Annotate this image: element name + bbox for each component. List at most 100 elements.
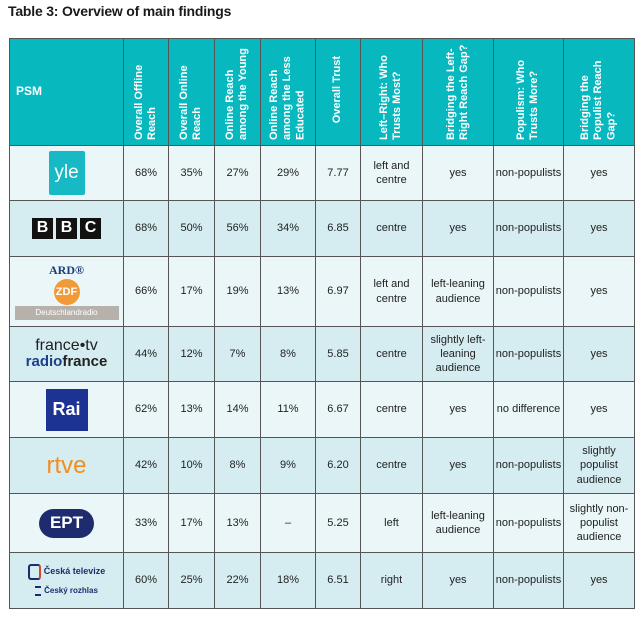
header-label: Populism: Who Trusts More? <box>515 59 541 140</box>
header-row: PSM Overall Offline Reach Overall Online… <box>9 38 635 146</box>
table-cell: 11% <box>260 381 316 438</box>
bbc-letter: C <box>80 218 101 239</box>
table-cell: 10% <box>168 437 215 494</box>
header-online-less-educated: Online Reach among the Less Educated <box>260 38 316 146</box>
table-cell: non-populists <box>493 493 564 553</box>
table-row: rtve 42% 10% 8% 9% 6.20 centre yes non-populists… <box>9 437 635 494</box>
cr-icon <box>35 586 42 597</box>
table-cell: 56% <box>214 200 261 257</box>
ct-label: Česká televize <box>43 566 106 577</box>
ftv-logo: france•tv radiofrance <box>10 336 123 371</box>
table-cell: 8% <box>214 437 261 494</box>
zdf-logo-mark: ZDF <box>53 279 80 306</box>
table-cell: 17% <box>168 256 215 327</box>
header-online-reach: Overall Online Reach <box>168 38 215 146</box>
radiofrance-part: france <box>62 352 108 370</box>
header-label: Online Reach among the Less Educated <box>268 56 307 140</box>
psm-logo-cell: EPT <box>9 493 124 553</box>
table-cell: 33% <box>123 493 169 553</box>
header-label: Left–Right: Who Trusts Most? <box>378 54 404 140</box>
table-cell: 42% <box>123 437 169 494</box>
ct-icon <box>27 564 41 581</box>
table-row: Rai 62% 13% 14% 11% 6.67 centre yes no differenc… <box>9 381 635 438</box>
ceska-televize-logo: Česká televize <box>27 564 106 581</box>
table-cell: 44% <box>123 326 169 382</box>
header-bridging-populist: Bridging the Populist Reach Gap? <box>563 38 635 146</box>
table-row: Česká televize Český rozhlas 60% 25% 22% 18% 6… <box>9 552 635 609</box>
table-cell: yes <box>563 381 635 438</box>
table-cell: 7% <box>214 326 261 382</box>
table-cell: 17% <box>168 493 215 553</box>
table-cell: 34% <box>260 200 316 257</box>
header-label: Overall Online Reach <box>178 65 204 140</box>
header-label: Online Reach among the Young <box>224 47 250 140</box>
table-cell: yes <box>422 552 494 609</box>
rai-logo-mark: Rai <box>45 388 88 431</box>
table-cell: non-populists <box>493 200 564 257</box>
table-cell: 8% <box>260 326 316 382</box>
table-title: Table 3: Overview of main findings <box>8 3 232 19</box>
header-label: Bridging the Left-Right Reach Gap? <box>444 44 470 140</box>
francetv-logo-mark: france•tv <box>35 336 98 354</box>
psm-logo-cell: Rai <box>9 381 124 438</box>
table-cell: 6.51 <box>315 552 361 609</box>
table-cell: non-populists <box>493 552 564 609</box>
table-cell: non-populists <box>493 326 564 382</box>
table-cell: 6.97 <box>315 256 361 327</box>
table-cell: non-populists <box>493 145 564 201</box>
table-cell: 5.85 <box>315 326 361 382</box>
table-cell: centre <box>360 381 423 438</box>
table-cell: 68% <box>123 145 169 201</box>
header-label: Overall Trust <box>331 56 344 124</box>
table-cell: 66% <box>123 256 169 327</box>
header-overall-trust: Overall Trust <box>315 38 361 146</box>
table-cell: slightly non-populist audience <box>563 493 635 553</box>
radiofrance-logo-mark: radiofrance <box>26 352 108 371</box>
table-row: EPT 33% 17% 13% –5.25 left left-leaning audien… <box>9 493 635 553</box>
table-cell: yes <box>422 381 494 438</box>
header-label: Bridging the Populist Reach Gap? <box>579 60 618 140</box>
table-cell: non-populists <box>493 256 564 327</box>
table-cell: 9% <box>260 437 316 494</box>
rtve-logo: rtve <box>10 451 123 479</box>
table-row: B B C 68% 50% 56% 34% 6.85 centre yes non-populist… <box>9 200 635 257</box>
header-psm: PSM <box>9 38 124 146</box>
cr-label: Český rozhlas <box>44 586 98 596</box>
table-cell: 19% <box>214 256 261 327</box>
table-cell: 60% <box>123 552 169 609</box>
ct-logo: Česká televize Český rozhlas <box>10 564 123 597</box>
table-cell: 50% <box>168 200 215 257</box>
table-cell: 5.25 <box>315 493 361 553</box>
table-cell: 13% <box>260 256 316 327</box>
header-label: Overall Offline Reach <box>132 64 158 140</box>
table-cell: 35% <box>168 145 215 201</box>
table-cell: left-leaning audience <box>422 493 494 553</box>
table-cell: yes <box>422 200 494 257</box>
table-cell: 22% <box>214 552 261 609</box>
header-bridging-left-right: Bridging the Left-Right Reach Gap? <box>422 38 494 146</box>
table-cell: 6.85 <box>315 200 361 257</box>
table-cell: yes <box>563 326 635 382</box>
ept-logo-mark: EPT <box>39 508 94 538</box>
cesky-rozhlas-logo: Český rozhlas <box>35 586 98 597</box>
table-cell: yes <box>563 145 635 201</box>
table-cell: right <box>360 552 423 609</box>
table-cell: left and centre <box>360 145 423 201</box>
table-row: ARD® ZDF Deutschlandradio 66% 17% 19% 13% 6.97 l… <box>9 256 635 327</box>
psm-logo-cell: rtve <box>9 437 124 494</box>
table-cell: yes <box>422 145 494 201</box>
psm-logo-cell: yle <box>9 145 124 201</box>
table-cell: 6.67 <box>315 381 361 438</box>
table-cell: 27% <box>214 145 261 201</box>
table-row: yle 68% 35% 27% 29% 7.77 left and centre yes non… <box>9 145 635 201</box>
table-cell: – <box>260 493 316 553</box>
rtve-logo-mark: rtve <box>46 451 87 479</box>
table-cell: centre <box>360 437 423 494</box>
table-cell: 12% <box>168 326 215 382</box>
table-cell: left <box>360 493 423 553</box>
findings-table: PSM Overall Offline Reach Overall Online… <box>9 38 635 609</box>
table-cell: yes <box>422 437 494 494</box>
table-cell: no difference <box>493 381 564 438</box>
